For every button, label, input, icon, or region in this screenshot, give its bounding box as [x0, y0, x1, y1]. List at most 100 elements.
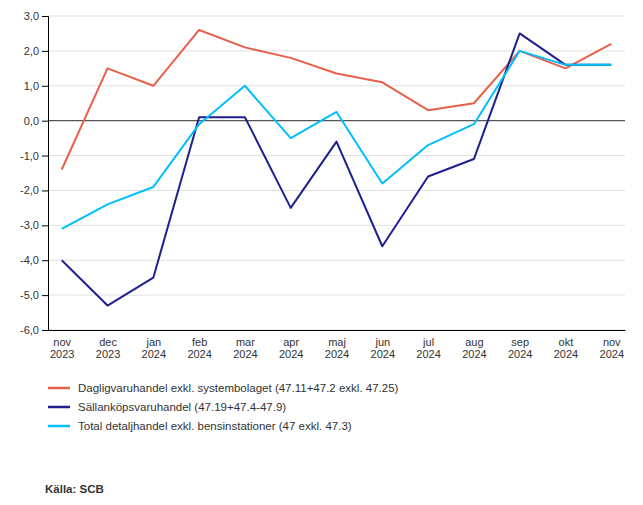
y-tick-label: -6,0: [20, 324, 39, 336]
legend-item: Sällanköpsvaruhandel (47.19+47.4-47.9): [48, 401, 286, 413]
x-tick-label-line: 2024: [142, 348, 166, 360]
x-tick-label-line: jun: [374, 336, 390, 348]
x-tick: nov2023: [50, 330, 74, 360]
grid: [48, 16, 625, 330]
x-tick: dec2023: [96, 330, 120, 360]
y-tick-mark: [42, 295, 48, 296]
y-tick-mark: [42, 51, 48, 52]
y-tick-mark: [42, 260, 48, 261]
x-tick-label: jan2024: [142, 336, 166, 361]
y-tick: -1,0: [20, 150, 48, 162]
grid-line: [48, 330, 625, 331]
x-axis-line: [49, 330, 626, 331]
x-tick-label-line: aug: [465, 336, 483, 348]
series-line: [62, 51, 612, 229]
y-tick: -6,0: [20, 324, 48, 336]
legend-swatch: [48, 406, 70, 409]
x-tick-label-line: nov: [603, 336, 621, 348]
grid-line: [48, 155, 625, 156]
legend-label: Sällanköpsvaruhandel (47.19+47.4-47.9): [78, 401, 286, 413]
x-tick: mar2024: [233, 330, 257, 360]
y-tick-label: 3,0: [24, 10, 39, 22]
y-tick-label: 0,0: [24, 115, 39, 127]
x-tick-label: feb2024: [187, 336, 211, 361]
y-tick: 1,0: [24, 80, 48, 92]
x-tick-label-line: 2024: [325, 348, 349, 360]
x-tick-label-line: 2024: [416, 348, 440, 360]
y-axis: -6,0 -5,0 -4,0 -3,0 -2,0 -1,0 0,0 1,0 2,0 3,0: [20, 10, 48, 336]
y-tick-label: -4,0: [20, 254, 39, 266]
x-tick-label-line: 2024: [233, 348, 257, 360]
y-tick: -3,0: [20, 219, 48, 231]
series-line: [62, 30, 612, 170]
x-tick-label-line: mar: [236, 336, 255, 348]
source-note: Källa: SCB: [45, 483, 104, 495]
x-tick-label-line: 2024: [462, 348, 486, 360]
legend-item: Total detaljhandel exkl. bensinstationer…: [48, 420, 352, 432]
y-tick-mark: [42, 86, 48, 87]
x-tick-label: sep2024: [508, 336, 532, 361]
x-tick-label: jul2024: [416, 336, 440, 361]
y-tick-mark: [42, 121, 48, 122]
y-axis-line: [42, 17, 49, 331]
x-tick: jun2024: [371, 330, 395, 360]
x-tick-label-line: apr: [283, 336, 299, 348]
legend-swatch: [48, 425, 70, 428]
x-tick-label: mar2024: [233, 336, 257, 361]
lines: [62, 30, 612, 306]
legend-label: Total detaljhandel exkl. bensinstationer…: [78, 420, 352, 432]
x-tick-label: nov2023: [50, 336, 74, 361]
y-tick: 0,0: [24, 115, 48, 127]
x-tick: nov2024: [600, 330, 624, 360]
plot: -6,0-5,0-4,0-3,0-2,0-1,00,01,02,03,0nov2…: [20, 10, 625, 360]
y-tick: 2,0: [24, 45, 48, 57]
y-tick-label: -3,0: [20, 219, 39, 231]
y-tick: -5,0: [20, 289, 48, 301]
y-tick: -2,0: [20, 184, 48, 196]
x-tick-label: nov2024: [600, 336, 624, 361]
y-tick-mark: [42, 190, 48, 191]
y-tick: -4,0: [20, 254, 48, 266]
y-tick: 3,0: [24, 10, 48, 22]
x-tick-label: jun2024: [371, 336, 395, 361]
x-tick: maj2024: [325, 330, 349, 360]
x-tick-label-line: 2024: [508, 348, 532, 360]
x-tick-label-line: jul: [422, 336, 434, 348]
x-tick-label-line: 2024: [187, 348, 211, 360]
x-tick-label-line: nov: [53, 336, 71, 348]
y-tick-mark: [42, 156, 48, 157]
grid-line: [48, 295, 625, 296]
x-tick-label: aug2024: [462, 336, 486, 361]
y-tick-mark: [42, 16, 48, 17]
x-tick-label-line: sep: [511, 336, 529, 348]
x-tick: feb2024: [187, 330, 211, 360]
x-tick-label-line: 2024: [600, 348, 624, 360]
grid-line: [48, 16, 625, 17]
x-tick: okt2024: [554, 330, 578, 360]
grid-line: [48, 190, 625, 191]
x-tick-label-line: 2023: [96, 348, 120, 360]
x-tick-label: maj2024: [325, 336, 349, 361]
x-tick-label-line: 2024: [371, 348, 395, 360]
y-tick-label: -2,0: [20, 184, 39, 196]
x-tick-label-line: feb: [192, 336, 207, 348]
x-axis: nov2023dec2023jan2024feb2024mar2024apr20…: [49, 330, 626, 360]
x-tick-label-line: dec: [99, 336, 117, 348]
zero-line: [48, 120, 625, 121]
x-tick-label: dec2023: [96, 336, 120, 361]
y-tick-mark: [42, 225, 48, 226]
x-tick-label-line: maj: [328, 336, 346, 348]
x-tick: jan2024: [142, 330, 166, 360]
legend-label: Dagligvaruhandel exkl. systembolaget (47…: [78, 382, 399, 394]
x-tick: aug2024: [462, 330, 486, 360]
y-tick-label: -1,0: [20, 150, 39, 162]
chart: -6,0-5,0-4,0-3,0-2,0-1,00,01,02,03,0nov2…: [0, 0, 643, 505]
x-tick-label-line: okt: [559, 336, 574, 348]
legend-swatch: [48, 387, 70, 390]
x-tick-label-line: jan: [145, 336, 161, 348]
grid-line: [48, 50, 625, 51]
legend: Dagligvaruhandel exkl. systembolaget (47…: [48, 382, 399, 432]
y-tick-mark: [42, 330, 48, 331]
series-line: [62, 33, 612, 305]
x-tick-label-line: 2024: [279, 348, 303, 360]
